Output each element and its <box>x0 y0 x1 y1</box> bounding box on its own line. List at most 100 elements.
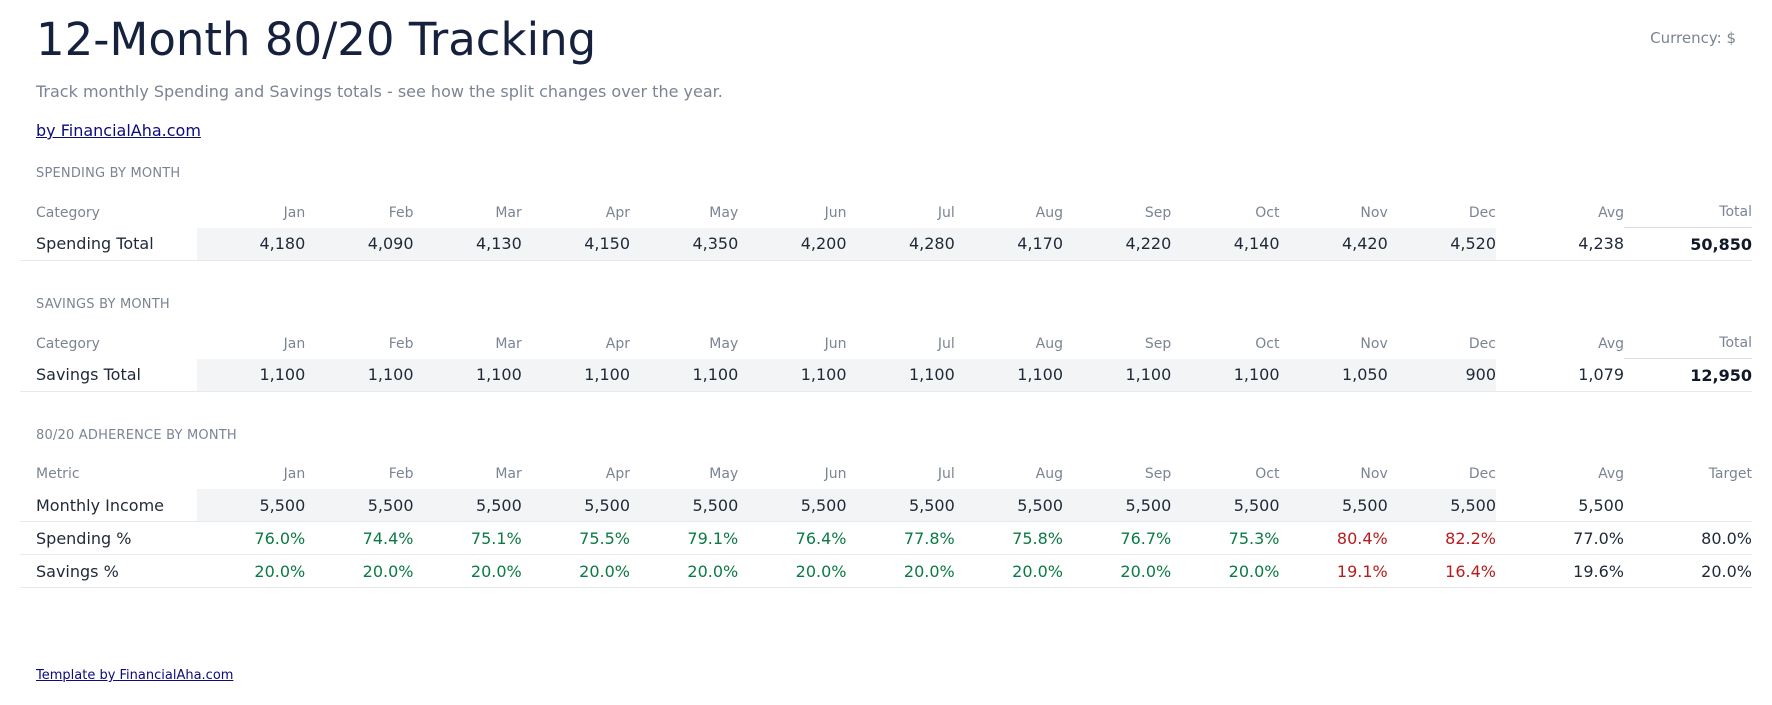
table-cell: 19.1% <box>1279 554 1388 588</box>
column-header-month: Sep <box>1144 466 1172 482</box>
adherence-section-label: 80/20 ADHERENCE BY MONTH <box>36 428 237 443</box>
table-cell: 5,500 <box>1063 489 1172 522</box>
spending-header-row: Category Jan Feb Mar Apr May Jun Jul Aug… <box>20 194 1752 228</box>
row-label: Monthly Income <box>20 489 197 522</box>
table-cell: 4,350 <box>630 227 739 261</box>
table-cell: 1,100 <box>413 358 522 392</box>
column-header-month: May <box>709 335 739 352</box>
table-cell: 1,050 <box>1279 358 1388 392</box>
table-cell: 1,100 <box>630 358 739 392</box>
table-cell: 1,100 <box>1063 358 1172 392</box>
column-header-month: Dec <box>1468 204 1496 221</box>
table-cell: 75.5% <box>521 521 630 555</box>
column-header-month: Apr <box>605 335 630 352</box>
column-header-avg: Avg <box>1598 466 1624 482</box>
table-cell: 4,150 <box>521 227 630 261</box>
table-cell: 5,500 <box>1171 489 1280 522</box>
savings-section-label: SAVINGS BY MONTH <box>36 297 170 312</box>
row-label: Spending % <box>20 521 197 555</box>
table-cell: 1,100 <box>521 358 630 392</box>
column-header-month: Nov <box>1360 466 1388 482</box>
column-header-total: Total <box>1719 335 1752 351</box>
monthly-income-row: Monthly Income 5,500 5,500 5,500 5,500 5… <box>20 489 1752 522</box>
table-cell: 82.2% <box>1387 521 1496 555</box>
column-header-month: Feb <box>388 204 414 221</box>
table-cell: 1,100 <box>846 358 955 392</box>
page-title: 12-Month 80/20 Tracking <box>36 13 597 66</box>
table-cell: 5,500 <box>846 489 955 522</box>
table-cell: 20.0% <box>413 554 522 588</box>
column-header-target: Target <box>1708 466 1752 482</box>
table-cell: 1,100 <box>738 358 847 392</box>
column-header-month: Dec <box>1468 335 1496 352</box>
table-cell: 1,100 <box>954 358 1063 392</box>
column-header-month: Jan <box>283 466 306 482</box>
column-header-month: Aug <box>1035 204 1063 221</box>
table-cell: 1,100 <box>1171 358 1280 392</box>
table-cell: 20.0% <box>954 554 1063 588</box>
table-cell: 4,220 <box>1063 227 1172 261</box>
column-header-month: Oct <box>1255 466 1280 482</box>
avg-cell: 5,500 <box>1496 489 1624 522</box>
savings-percent-row: Savings % 20.0% 20.0% 20.0% 20.0% 20.0% … <box>20 554 1752 588</box>
table-cell: 4,090 <box>305 227 414 261</box>
table-cell: 20.0% <box>197 554 306 588</box>
table-cell: 75.3% <box>1171 521 1280 555</box>
column-header-month: Apr <box>605 204 630 221</box>
spending-table: Category Jan Feb Mar Apr May Jun Jul Aug… <box>20 194 1752 261</box>
column-header-month: Nov <box>1360 204 1388 221</box>
table-cell: 5,500 <box>1279 489 1388 522</box>
total-cell: 50,850 <box>1624 227 1752 261</box>
column-header-month: Oct <box>1255 204 1280 221</box>
column-header-month: Aug <box>1035 335 1063 352</box>
column-header-month: Jul <box>937 204 955 221</box>
row-label: Savings % <box>20 554 197 588</box>
table-cell: 4,280 <box>846 227 955 261</box>
table-cell: 20.0% <box>521 554 630 588</box>
row-label: Savings Total <box>20 358 197 392</box>
column-header-month: Aug <box>1035 466 1063 482</box>
target-cell: 80.0% <box>1624 521 1752 555</box>
total-cell: 12,950 <box>1624 358 1752 392</box>
table-cell: 5,500 <box>305 489 414 522</box>
column-header-month: Sep <box>1144 335 1172 352</box>
table-cell: 74.4% <box>305 521 414 555</box>
column-header-month: Mar <box>495 466 522 482</box>
spending-percent-row: Spending % 76.0% 74.4% 75.1% 75.5% 79.1%… <box>20 521 1752 555</box>
target-cell <box>1624 489 1752 522</box>
savings-total-row: Savings Total 1,100 1,100 1,100 1,100 1,… <box>20 358 1752 392</box>
column-header-month: Jan <box>283 335 306 352</box>
target-cell: 20.0% <box>1624 554 1752 588</box>
column-header-month: Mar <box>495 335 522 352</box>
avg-cell: 77.0% <box>1496 521 1624 555</box>
table-cell: 77.8% <box>846 521 955 555</box>
page-subtitle: Track monthly Spending and Savings total… <box>36 82 723 101</box>
author-link[interactable]: by FinancialAha.com <box>36 121 201 140</box>
avg-cell: 1,079 <box>1496 358 1624 392</box>
table-cell: 76.7% <box>1063 521 1172 555</box>
table-cell: 5,500 <box>1387 489 1496 522</box>
table-cell: 5,500 <box>954 489 1063 522</box>
column-header-month: Feb <box>388 466 414 482</box>
table-cell: 5,500 <box>413 489 522 522</box>
table-cell: 76.4% <box>738 521 847 555</box>
table-cell: 4,420 <box>1279 227 1388 261</box>
adherence-table: Metric Jan Feb Mar Apr May Jun Jul Aug S… <box>20 456 1752 588</box>
table-cell: 5,500 <box>630 489 739 522</box>
table-cell: 80.4% <box>1279 521 1388 555</box>
table-cell: 75.1% <box>413 521 522 555</box>
table-cell: 5,500 <box>197 489 306 522</box>
table-cell: 4,140 <box>1171 227 1280 261</box>
column-header-month: Oct <box>1255 335 1280 352</box>
table-cell: 16.4% <box>1387 554 1496 588</box>
avg-cell: 4,238 <box>1496 227 1624 261</box>
footer-template-link[interactable]: Template by FinancialAha.com <box>36 668 234 683</box>
column-header-month: Feb <box>388 335 414 352</box>
table-cell: 4,130 <box>413 227 522 261</box>
table-cell: 4,200 <box>738 227 847 261</box>
row-label: Spending Total <box>20 227 197 261</box>
table-cell: 1,100 <box>305 358 414 392</box>
table-cell: 4,170 <box>954 227 1063 261</box>
column-header-category: Category <box>36 335 100 352</box>
